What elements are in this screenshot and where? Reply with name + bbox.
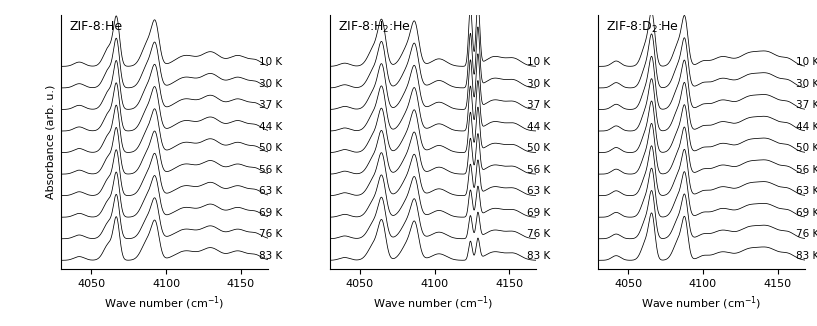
X-axis label: Wave number (cm$^{-1}$): Wave number (cm$^{-1}$): [373, 294, 493, 312]
Text: 56 K: 56 K: [796, 165, 817, 175]
Text: 83 K: 83 K: [796, 251, 817, 261]
Text: 63 K: 63 K: [796, 186, 817, 196]
Text: 44 K: 44 K: [527, 122, 551, 132]
Text: 37 K: 37 K: [259, 100, 282, 110]
Text: ZIF-8:D$_2$:He: ZIF-8:D$_2$:He: [606, 20, 680, 35]
Text: 50 K: 50 K: [259, 143, 282, 153]
Text: 30 K: 30 K: [527, 79, 551, 89]
Text: 44 K: 44 K: [796, 122, 817, 132]
Text: 69 K: 69 K: [796, 208, 817, 218]
Text: 63 K: 63 K: [259, 186, 282, 196]
Text: 56 K: 56 K: [259, 165, 282, 175]
Text: 30 K: 30 K: [259, 79, 282, 89]
Text: 37 K: 37 K: [796, 100, 817, 110]
Text: 50 K: 50 K: [796, 143, 817, 153]
Y-axis label: Absorbance (arb. u.): Absorbance (arb. u.): [46, 85, 56, 199]
Text: 83 K: 83 K: [259, 251, 282, 261]
X-axis label: Wave number (cm$^{-1}$): Wave number (cm$^{-1}$): [641, 294, 761, 312]
Text: 10 K: 10 K: [796, 57, 817, 67]
Text: 76 K: 76 K: [527, 230, 551, 240]
Text: 69 K: 69 K: [527, 208, 551, 218]
Text: 83 K: 83 K: [527, 251, 551, 261]
X-axis label: Wave number (cm$^{-1}$): Wave number (cm$^{-1}$): [105, 294, 225, 312]
Text: 56 K: 56 K: [527, 165, 551, 175]
Text: 30 K: 30 K: [796, 79, 817, 89]
Text: 63 K: 63 K: [527, 186, 551, 196]
Text: 37 K: 37 K: [527, 100, 551, 110]
Text: 44 K: 44 K: [259, 122, 282, 132]
Text: 76 K: 76 K: [259, 230, 282, 240]
Text: 50 K: 50 K: [527, 143, 551, 153]
Text: 10 K: 10 K: [259, 57, 282, 67]
Text: ZIF-8:He: ZIF-8:He: [69, 20, 123, 33]
Text: 10 K: 10 K: [527, 57, 551, 67]
Text: 69 K: 69 K: [259, 208, 282, 218]
Text: ZIF-8:H$_2$:He: ZIF-8:H$_2$:He: [338, 20, 411, 35]
Text: 76 K: 76 K: [796, 230, 817, 240]
